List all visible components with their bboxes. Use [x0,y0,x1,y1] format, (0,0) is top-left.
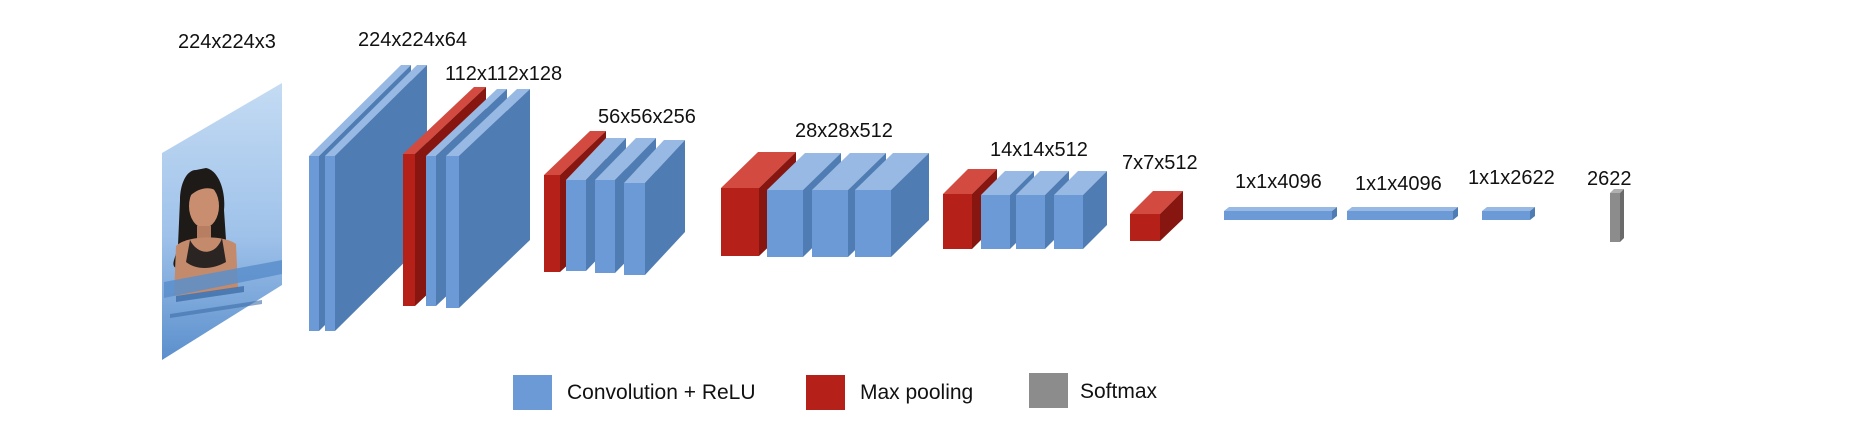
fc-layer-2 [1347,207,1458,220]
conv-layer [855,153,929,257]
stage-label-pool5: 7x7x512 [1122,152,1198,174]
stage-label-conv1: 224x224x64 [358,29,467,51]
legend: Convolution + ReLU Max pooling Softmax [513,373,1158,410]
conv-block-4 [721,152,929,257]
face-figure [164,168,282,318]
conv-block-1 [309,65,427,331]
input-image [162,83,282,360]
final-pool-layer [1130,191,1183,241]
legend-item-conv: Convolution + ReLU [513,375,756,410]
stage-label-input: 224x224x3 [178,31,276,53]
legend-label-conv: Convolution + ReLU [567,381,756,404]
legend-item-softmax: Softmax [1029,373,1158,408]
stage-label-fc6: 1x1x4096 [1235,171,1322,193]
stage-label-fc8: 1x1x2622 [1468,167,1555,189]
legend-swatch-conv [513,375,552,410]
legend-swatch-softmax [1029,373,1068,408]
conv-layer [446,89,530,308]
stage-label-conv2: 112x112x128 [445,63,562,85]
stage-label-conv5: 14x14x512 [990,139,1088,161]
conv-layer [624,140,685,275]
legend-label-pool: Max pooling [860,381,973,404]
softmax-layer [1610,189,1624,242]
fc-layer-3 [1482,207,1535,220]
fc-layer-1 [1224,207,1337,220]
legend-swatch-pool [806,375,845,410]
conv-layer [325,65,427,331]
stage-label-conv4: 28x28x512 [795,120,893,142]
conv-block-2 [403,87,530,308]
legend-label-softmax: Softmax [1080,380,1158,403]
conv-block-3 [544,131,685,275]
stage-label-conv3: 56x56x256 [598,106,696,128]
stage-label-fc7: 1x1x4096 [1355,173,1442,195]
conv-block-5 [943,169,1107,249]
stage-label-softmax: 2622 [1587,168,1632,190]
legend-item-pool: Max pooling [806,375,973,410]
conv-layer [1054,171,1107,249]
